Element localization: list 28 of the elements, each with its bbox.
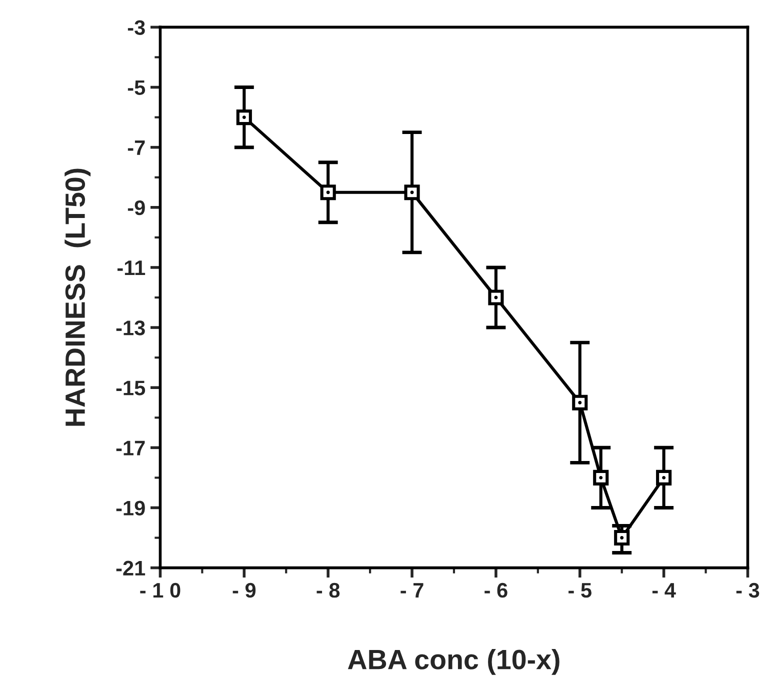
y-tick-label: -3 (128, 20, 145, 35)
y-tick-label: -7 (128, 140, 145, 155)
y-tick-label: -17 (116, 440, 145, 456)
point (656, 470, 672, 486)
y-tick-label: -11 (118, 260, 146, 276)
x-tick-label: - 7 (400, 583, 424, 598)
x-tick-label: - 5 (568, 583, 592, 598)
x-tick-label: - 1 0 (140, 582, 180, 598)
point (572, 394, 588, 410)
x-tick-label: - 3 (736, 582, 760, 598)
y-tick-label: -9 (128, 200, 145, 216)
point (614, 530, 630, 546)
point (404, 184, 420, 200)
point (236, 110, 252, 126)
y-tick-label: -13 (116, 320, 145, 336)
x-tick-label: - 9 (232, 582, 256, 598)
y-tick-label: -19 (116, 500, 145, 516)
x-axis-title: ABA conc (10-x) (348, 649, 560, 675)
point (320, 184, 336, 200)
y-tick-label: -21 (116, 560, 146, 576)
y-tick-label: -15 (116, 380, 146, 396)
x-tick-label: - 6 (484, 582, 508, 598)
y-tick-label: -5 (128, 80, 146, 96)
point (488, 290, 504, 306)
point (593, 470, 609, 486)
y-axis-title: HARDINESS (LT50) (64, 168, 91, 426)
x-tick-label: - 4 (652, 583, 676, 598)
x-tick-label: - 8 (316, 582, 340, 598)
